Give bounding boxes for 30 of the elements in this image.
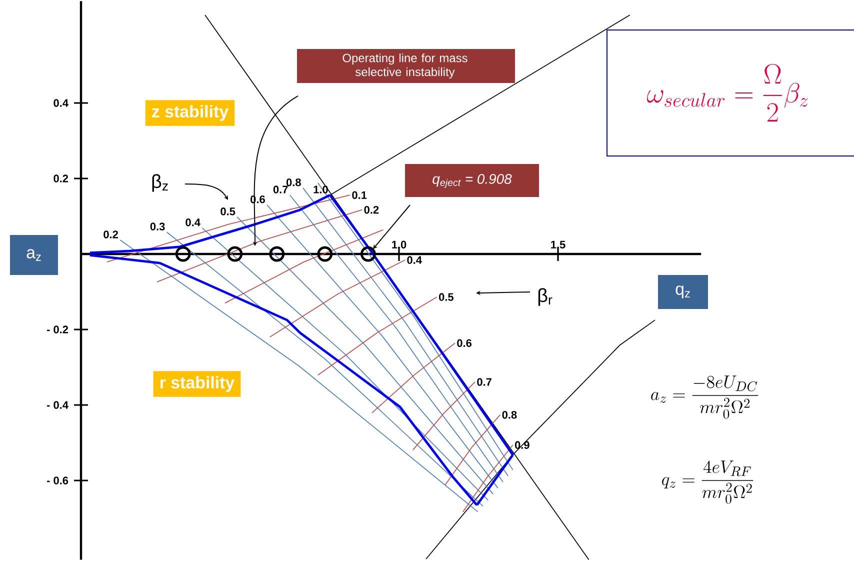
y-axis-title: a$_{z}$ xyxy=(26,249,41,261)
annotation: z stability xyxy=(152,105,228,121)
series-label: 0.4 xyxy=(407,256,422,264)
annotation: r stability xyxy=(160,376,235,392)
x-axis-title: q$_{z}$ xyxy=(676,286,690,298)
series-label: 0.7 xyxy=(477,378,492,386)
y-tick-label: - 0.2 xyxy=(46,326,68,334)
y-tick-label: 0.2 xyxy=(54,174,68,182)
series-label: 0.2 xyxy=(364,206,379,214)
annotation: Operating line for mass selective instability xyxy=(342,53,468,79)
y-tick-label: 0.4 xyxy=(54,99,68,107)
y-tick-label: - 0.4 xyxy=(46,401,68,409)
series-label: 0.5 xyxy=(220,208,236,216)
y-tick-label: - 0.6 xyxy=(46,476,68,484)
annotation: $\omega_{secular} = \frac{\Omega}{2}\beta_z$ xyxy=(647,64,808,122)
series-label: 0.3 xyxy=(150,222,165,230)
annotation: q$_{eject}$ = 0.908 xyxy=(432,174,512,188)
annotation: β$_{z}$ xyxy=(152,174,168,192)
annotation: $a_z = \frac{-8eU_{DC}}{m r_0^2 \Omega^2}$ xyxy=(651,376,758,419)
series-label: 0.4 xyxy=(186,218,200,226)
x-tick-label: 1.5 xyxy=(551,240,566,248)
series-label: 0.8 xyxy=(286,178,301,186)
series-label: 0.8 xyxy=(502,410,517,419)
series-label: 0.2 xyxy=(104,230,118,238)
annotation: $q_z = \frac{4eV_{RF}}{m r_0^2 \Omega^2}$ xyxy=(662,460,754,504)
series-label: 0.7 xyxy=(273,186,288,194)
series-label: 0.5 xyxy=(438,293,454,301)
series-label: 0.1 xyxy=(352,191,367,199)
annotation: β$_{r}$ xyxy=(538,288,552,306)
series-label: 0.6 xyxy=(457,339,472,347)
